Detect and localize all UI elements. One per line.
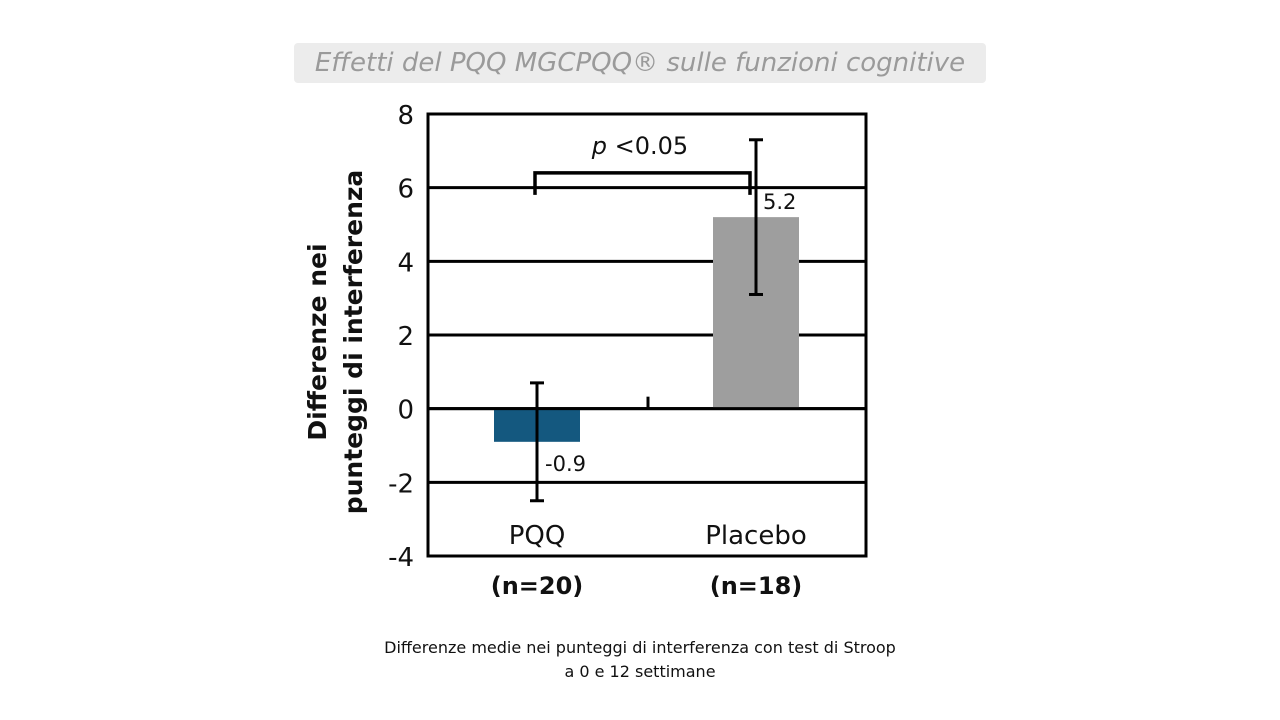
x-n-label-placebo: (n=18) xyxy=(710,572,803,600)
y-tick-label-6: 6 xyxy=(397,175,414,205)
caption-line-1: Differenze medie nei punteggi di interfe… xyxy=(384,638,896,657)
y-tick-label-0: 0 xyxy=(397,396,414,426)
y-axis-label-line-1: Differenze nei xyxy=(303,243,332,440)
title-band: Effetti del PQQ MGCPQQ® sulle funzioni c… xyxy=(294,43,986,83)
x-tick-label-pqq: PQQ xyxy=(509,521,566,551)
x-tick-label-placebo: Placebo xyxy=(705,521,807,551)
value-label-pqq: -0.9 xyxy=(545,452,586,476)
significance-bracket xyxy=(533,171,752,195)
plot-frame xyxy=(426,112,868,558)
slide-title: Effetti del PQQ MGCPQQ® sulle funzioni c… xyxy=(314,48,966,78)
y-tick-label-neg4: -4 xyxy=(388,543,414,573)
y-tick-label-neg2: -2 xyxy=(388,469,414,499)
significance-label: p <0.05 xyxy=(591,132,688,160)
value-label-placebo: 5.2 xyxy=(763,190,796,214)
y-tick-label-8: 8 xyxy=(397,101,414,131)
x-n-label-pqq: (n=20) xyxy=(491,572,584,600)
y-axis-label-line-2: punteggi di interferenza xyxy=(339,170,368,515)
caption-line-2: a 0 e 12 settimane xyxy=(564,662,716,681)
y-tick-label-4: 4 xyxy=(397,248,414,278)
y-tick-label-2: 2 xyxy=(397,322,414,352)
chart-caption: Differenze medie nei punteggi di interfe… xyxy=(340,636,940,684)
